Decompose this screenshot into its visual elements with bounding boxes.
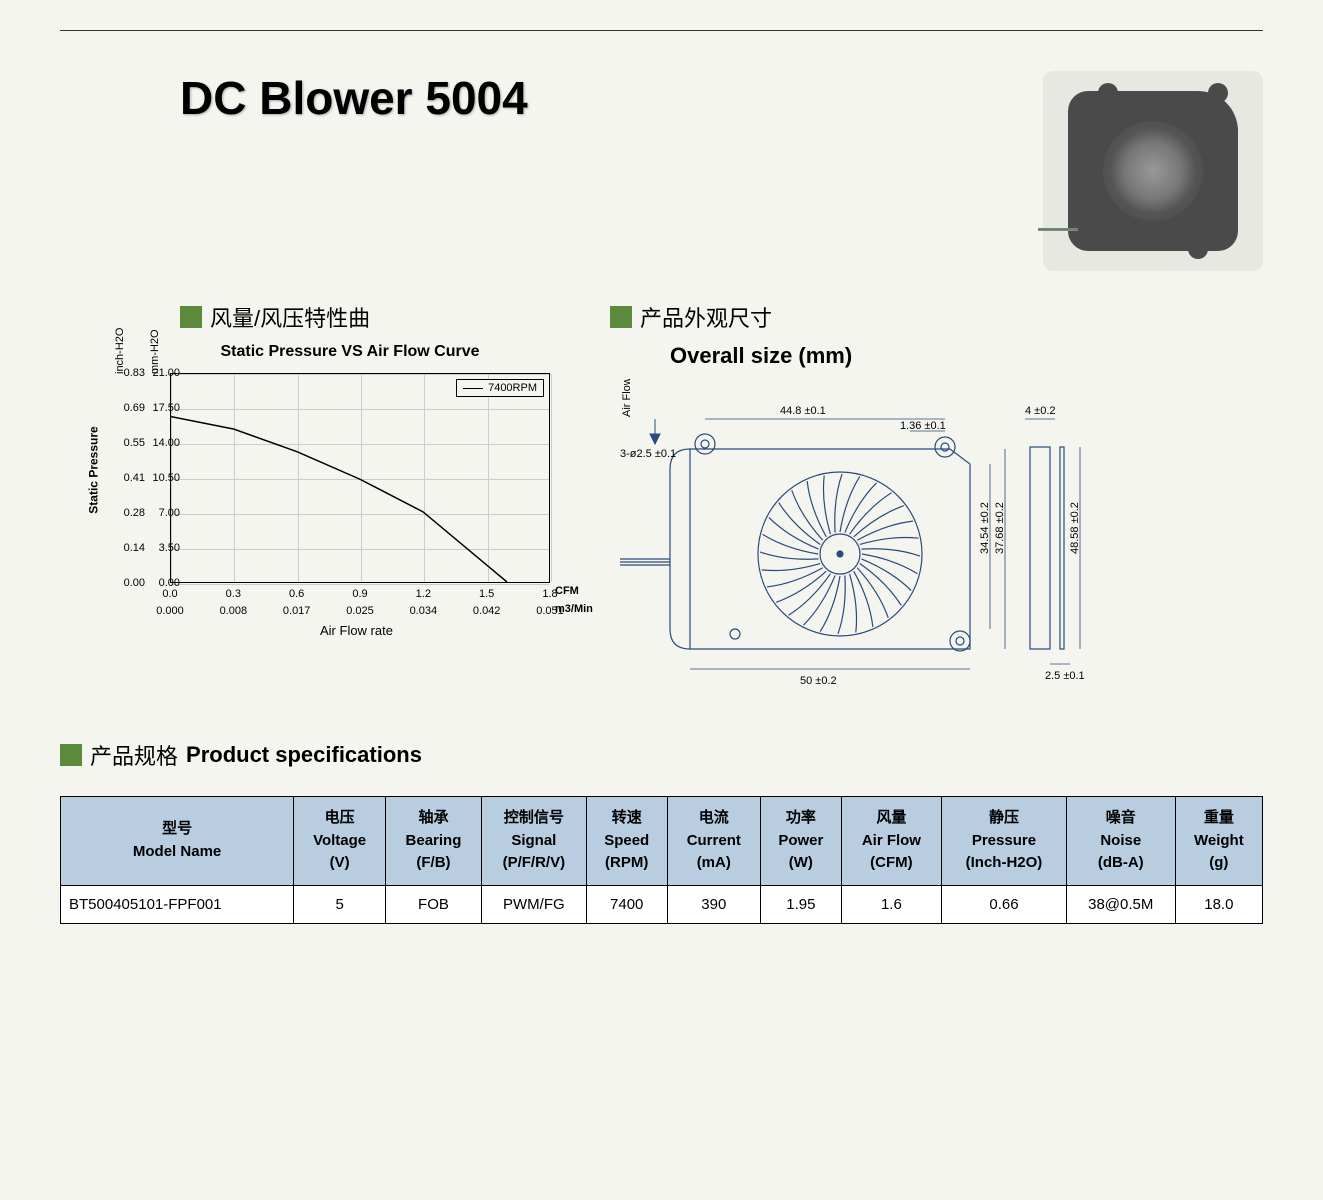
spec-table: 型号Model Name电压Voltage(V)轴承Bearing(F/B)控制… — [60, 796, 1263, 924]
spec-cell: PWM/FG — [481, 885, 586, 923]
ytick-mm: 7.00 — [150, 507, 180, 519]
plot-area: 7400RPM — [170, 373, 550, 583]
spec-col-header: 重量Weight(g) — [1175, 797, 1262, 886]
spec-row: BT500405101-FPF0015FOBPWM/FG74003901.951… — [61, 885, 1263, 923]
size-section: 产品外观尺寸 Overall size (mm) — [610, 301, 1263, 699]
spec-cell: 1.95 — [761, 885, 842, 923]
ytick-mm: 10.50 — [150, 472, 180, 484]
ytick-mm: 17.50 — [150, 402, 180, 414]
dim-h2: 37.68 ±0.2 — [994, 502, 1006, 554]
spec-col-header: 控制信号Signal(P/F/R/V) — [481, 797, 586, 886]
xtick-m3: 0.008 — [213, 605, 253, 617]
mid-row: 风量/风压特性曲 Static Pressure VS Air Flow Cur… — [60, 301, 1263, 699]
legend: 7400RPM — [456, 379, 544, 397]
spec-cell: 38@0.5M — [1066, 885, 1175, 923]
spec-section: 产品规格 Product specifications 型号Model Name… — [60, 739, 1263, 924]
spec-col-header: 静压Pressure(Inch-H2O) — [942, 797, 1067, 886]
legend-line-icon — [463, 388, 483, 389]
xtick-cfm: 0.6 — [282, 588, 312, 600]
product-photo — [1043, 71, 1263, 271]
legend-label: 7400RPM — [488, 382, 537, 394]
spec-col-header: 型号Model Name — [61, 797, 294, 886]
spec-col-header: 转速Speed(RPM) — [586, 797, 667, 886]
xtick-m3: 0.034 — [403, 605, 443, 617]
ytick-mm: 14.00 — [150, 437, 180, 449]
xtick-cfm: 1.5 — [472, 588, 502, 600]
spec-cell: 5 — [294, 885, 386, 923]
chart-title: Static Pressure VS Air Flow Curve — [120, 343, 580, 361]
spec-col-header: 轴承Bearing(F/B) — [386, 797, 482, 886]
spec-header-row: 型号Model Name电压Voltage(V)轴承Bearing(F/B)控制… — [61, 797, 1263, 886]
spec-cell: 390 — [667, 885, 760, 923]
spec-title-en: Product specifications — [186, 742, 422, 768]
dim-h3: 48.58 ±0.2 — [1069, 502, 1081, 554]
dim-width-top: 44.8 ±0.1 — [780, 405, 826, 417]
chart: Static Pressure VS Air Flow Curve Static… — [60, 343, 580, 663]
dim-pin: 2.5 ±0.1 — [1045, 670, 1085, 682]
top-rule — [60, 30, 1263, 31]
xtick-cfm: 1.2 — [408, 588, 438, 600]
ytick-inch: 0.28 — [115, 507, 145, 519]
xtick-m3: 0.017 — [277, 605, 317, 617]
x-axis-label: Air Flow rate — [320, 623, 393, 638]
ytick-inch: 0.69 — [115, 402, 145, 414]
ytick-inch: 0.00 — [115, 577, 145, 589]
xtick-cfm: 0.9 — [345, 588, 375, 600]
size-header-en: Overall size (mm) — [670, 343, 1263, 369]
size-header-cn: 产品外观尺寸 — [640, 301, 772, 333]
header-row: DC Blower 5004 — [60, 71, 1263, 271]
dim-airflow: Air Flow — [621, 379, 633, 417]
spec-cell: FOB — [386, 885, 482, 923]
spec-cell: 1.6 — [841, 885, 941, 923]
spec-cell: 18.0 — [1175, 885, 1262, 923]
y-axis-label: Static Pressure — [87, 426, 101, 513]
spec-cell: 0.66 — [942, 885, 1067, 923]
x-unit-m3: m3/Min — [555, 603, 593, 615]
curve-line — [171, 374, 549, 582]
airflow-chart-section: 风量/风压特性曲 Static Pressure VS Air Flow Cur… — [60, 301, 580, 699]
spec-cell: BT500405101-FPF001 — [61, 885, 294, 923]
xtick-cfm: 0.3 — [218, 588, 248, 600]
dim-thick: 4 ±0.2 — [1025, 405, 1056, 417]
ytick-mm: 21.00 — [150, 367, 180, 379]
dim-width-bottom: 50 ±0.2 — [800, 675, 837, 687]
size-header: 产品外观尺寸 — [610, 301, 1263, 333]
ytick-inch: 0.14 — [115, 542, 145, 554]
square-icon — [180, 306, 202, 328]
spec-cell: 7400 — [586, 885, 667, 923]
airflow-header: 风量/风压特性曲 — [180, 301, 580, 333]
spec-col-header: 电压Voltage(V) — [294, 797, 386, 886]
airflow-header-cn: 风量/风压特性曲 — [210, 301, 370, 333]
dim-offset: 1.36 ±0.1 — [900, 420, 946, 432]
ytick-inch: 0.41 — [115, 472, 145, 484]
page-title: DC Blower 5004 — [180, 71, 528, 125]
dimension-drawing: 44.8 ±0.1 1.36 ±0.1 3-ø2.5 ±0.1 Air Flow… — [610, 379, 1130, 699]
square-icon — [610, 306, 632, 328]
square-icon — [60, 744, 82, 766]
spec-header: 产品规格 Product specifications — [60, 739, 1263, 771]
xtick-m3: 0.042 — [467, 605, 507, 617]
xtick-cfm: 0.0 — [155, 588, 185, 600]
spec-col-header: 噪音Noise(dB-A) — [1066, 797, 1175, 886]
spec-col-header: 功率Power(W) — [761, 797, 842, 886]
ytick-inch: 0.55 — [115, 437, 145, 449]
xtick-m3: 0.025 — [340, 605, 380, 617]
xtick-m3: 0.000 — [150, 605, 190, 617]
spec-title-cn: 产品规格 — [90, 739, 178, 771]
dim-h1: 34.54 ±0.2 — [979, 502, 991, 554]
spec-col-header: 风量Air Flow(CFM) — [841, 797, 941, 886]
ytick-mm: 3.50 — [150, 542, 180, 554]
x-unit-cfm: CFM — [555, 585, 579, 597]
dim-hole: 3-ø2.5 ±0.1 — [620, 448, 676, 460]
spec-col-header: 电流Current(mA) — [667, 797, 760, 886]
ytick-inch: 0.83 — [115, 367, 145, 379]
